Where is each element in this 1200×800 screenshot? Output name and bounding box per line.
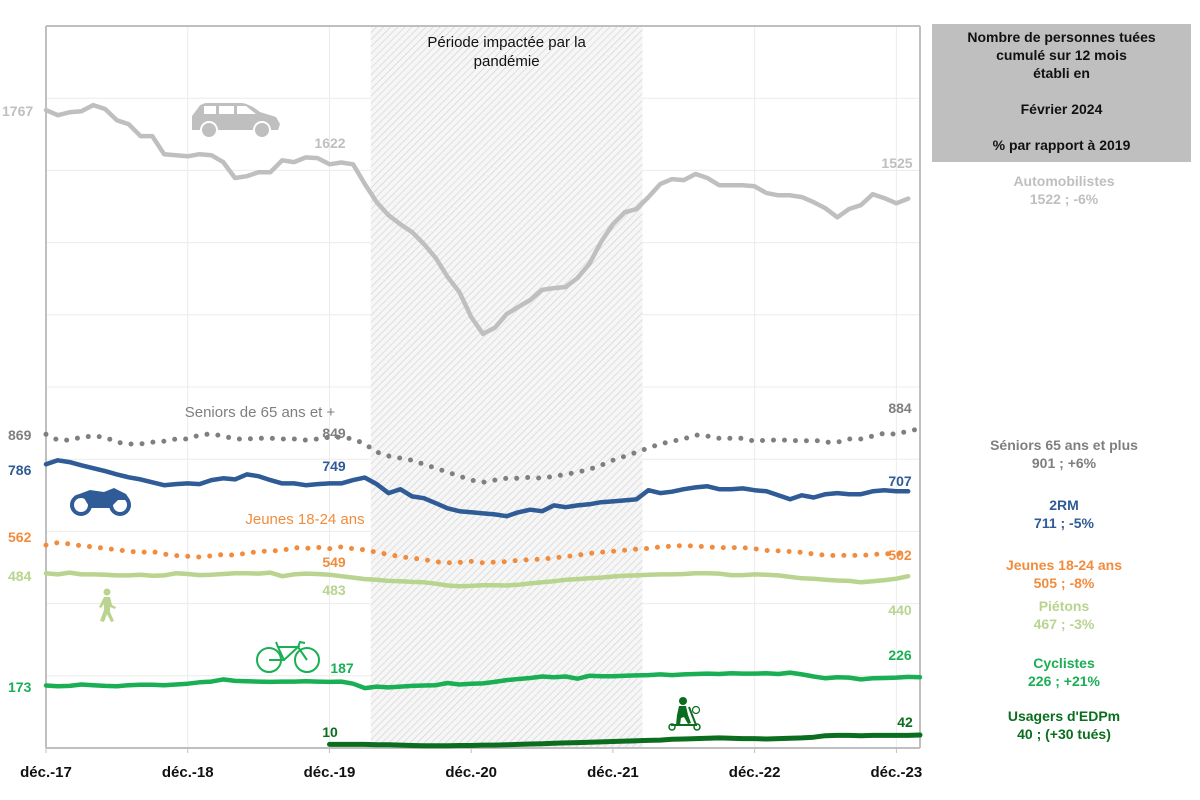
- data-label: 1767: [2, 103, 33, 119]
- legend-value: 711 ; -5%: [1034, 515, 1094, 531]
- legend-value: 901 ; +6%: [1031, 455, 1097, 471]
- data-label: 484: [8, 568, 32, 584]
- legend-name: Piétons: [1038, 598, 1090, 614]
- data-label: 502: [888, 547, 912, 563]
- legend-cyclistes: Cyclistes 226 ; +21%: [930, 654, 1198, 690]
- x-tick-labels: déc.-17 déc.-18 déc.-19 déc.-20 déc.-21 déc.-…: [20, 748, 922, 781]
- legend-name: 2RM: [1049, 497, 1079, 513]
- scooter-icon: [668, 697, 701, 731]
- data-label: 10: [322, 724, 338, 740]
- data-label: 187: [330, 660, 354, 676]
- title-line: Février 2024: [1020, 101, 1103, 117]
- jeunes-annotation: Jeunes 18-24 ans: [245, 511, 364, 528]
- data-label: 1525: [881, 155, 912, 171]
- data-label: 884: [888, 400, 912, 416]
- legend-2rm: 2RM 711 ; -5%: [930, 496, 1198, 532]
- data-label: 786: [8, 462, 32, 478]
- series-group: [43, 102, 923, 749]
- legend-edpm: Usagers d'EDPm 40 ; (+30 tués): [930, 707, 1198, 743]
- series-line-usagers-d-edpm: [327, 732, 923, 749]
- x-tick-label: déc.-23: [871, 764, 923, 781]
- series-line-automobilistes: [43, 102, 911, 337]
- legend-seniors: Séniors 65 ans et plus 901 ; +6%: [930, 436, 1198, 472]
- pandemic-label-line1: Période impactée par la: [427, 34, 586, 51]
- data-label: 549: [322, 554, 346, 570]
- x-tick-label: déc.-19: [304, 764, 356, 781]
- data-label: 226: [888, 647, 912, 663]
- axes: [45, 25, 921, 749]
- legend-value: 226 ; +21%: [1028, 673, 1100, 689]
- seniors-annotation: Seniors de 65 ans et +: [185, 404, 336, 421]
- legend-value: 40 ; (+30 tués): [1017, 726, 1111, 742]
- title-line: établi en: [1033, 65, 1090, 81]
- pandemic-shaded-region: [370, 26, 643, 748]
- x-tick-label: déc.-17: [20, 764, 72, 781]
- data-label: 483: [322, 582, 346, 598]
- data-label: 869: [8, 427, 32, 443]
- data-label: 707: [888, 473, 912, 489]
- legend-name: Jeunes 18-24 ans: [1006, 557, 1122, 573]
- title-line: % par rapport à 2019: [992, 137, 1131, 153]
- legend-jeunes: Jeunes 18-24 ans 505 ; -8%: [930, 556, 1198, 592]
- data-label: 440: [888, 602, 912, 618]
- legend-name: Cyclistes: [1033, 655, 1095, 671]
- legend-value: 1522 ; -6%: [1029, 191, 1099, 207]
- data-label: 849: [322, 425, 346, 441]
- pandemic-label-line2: pandémie: [474, 53, 540, 70]
- legend-automobilistes: Automobilistes 1522 ; -6%: [930, 172, 1198, 208]
- series-line-seniors-de-65-ans-et-: [43, 426, 923, 485]
- title-line: [932, 82, 1191, 100]
- pedestrian-icon: [99, 588, 116, 622]
- data-label: 1622: [314, 135, 345, 151]
- side-title-box: Nombre de personnes tuées cumulé sur 12 …: [932, 24, 1191, 162]
- x-tick-label: déc.-22: [729, 764, 781, 781]
- bicycle-icon: [256, 640, 320, 673]
- motorcycle-icon: [70, 488, 131, 516]
- series-line-cyclistes: [43, 670, 923, 691]
- legend-name: Automobilistes: [1013, 173, 1115, 189]
- series-line-pi-tons: [43, 570, 911, 589]
- data-label: 562: [8, 529, 32, 545]
- data-label: 749: [322, 458, 346, 474]
- x-tick-label: déc.-21: [587, 764, 639, 781]
- legend-name: Séniors 65 ans et plus: [990, 437, 1138, 453]
- x-tick-label: déc.-20: [445, 764, 497, 781]
- car-icon: [192, 103, 280, 139]
- legend-pietons: Piétons 467 ; -3%: [930, 597, 1198, 633]
- data-label: 173: [8, 679, 32, 695]
- legend-name: Usagers d'EDPm: [1007, 708, 1121, 724]
- data-label: 42: [897, 714, 913, 730]
- series-line-jeunes-18-24-ans: [43, 540, 911, 566]
- title-line: Nombre de personnes tuées: [967, 29, 1156, 45]
- data-labels: 1767 1622 1525 869 849 884 786 749 707 562 549 502 4…: [2, 103, 913, 740]
- legend-value: 505 ; -8%: [1033, 575, 1095, 591]
- title-line: cumulé sur 12 mois: [996, 47, 1127, 63]
- title-line: [932, 118, 1191, 136]
- x-tick-label: déc.-18: [162, 764, 214, 781]
- series-line-2rm: [43, 458, 911, 519]
- legend-value: 467 ; -3%: [1033, 616, 1095, 632]
